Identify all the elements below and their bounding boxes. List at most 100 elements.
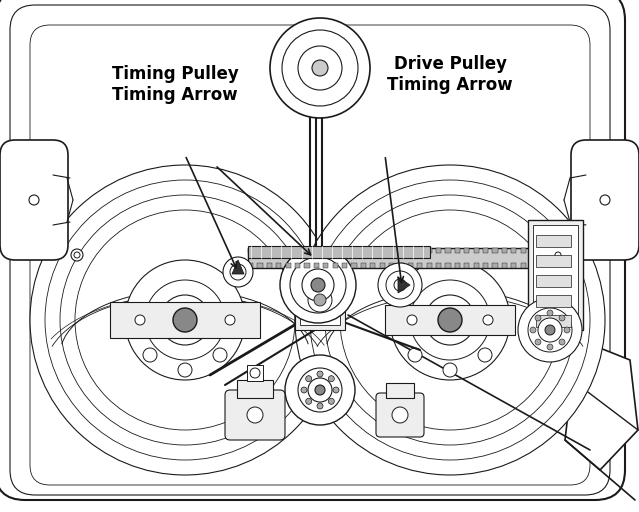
Circle shape: [295, 165, 605, 475]
Circle shape: [394, 279, 406, 291]
Bar: [483, 263, 488, 268]
Bar: [258, 263, 263, 268]
Bar: [333, 248, 338, 253]
Bar: [276, 248, 281, 253]
Bar: [386, 383, 414, 398]
Bar: [267, 248, 272, 253]
Circle shape: [71, 249, 83, 261]
Circle shape: [230, 264, 246, 280]
Bar: [248, 248, 253, 253]
Bar: [295, 248, 300, 253]
Bar: [483, 248, 488, 253]
Circle shape: [425, 295, 475, 345]
Text: Timing Pulley
Timing Arrow: Timing Pulley Timing Arrow: [112, 65, 238, 104]
Circle shape: [555, 252, 561, 258]
Bar: [536, 235, 571, 247]
Bar: [455, 248, 460, 253]
Bar: [521, 248, 526, 253]
Circle shape: [135, 315, 145, 325]
Circle shape: [311, 278, 325, 292]
Bar: [464, 263, 470, 268]
Bar: [455, 263, 460, 268]
Circle shape: [213, 348, 227, 362]
Circle shape: [45, 180, 325, 460]
Bar: [248, 246, 430, 258]
Bar: [370, 248, 375, 253]
Bar: [370, 263, 375, 268]
Bar: [536, 295, 571, 307]
Circle shape: [314, 294, 326, 306]
Bar: [502, 263, 507, 268]
Bar: [300, 275, 340, 325]
Polygon shape: [398, 277, 410, 293]
Bar: [323, 248, 328, 253]
Bar: [511, 263, 516, 268]
Circle shape: [282, 30, 358, 106]
Bar: [427, 248, 432, 253]
Bar: [351, 248, 357, 253]
Bar: [323, 263, 328, 268]
Bar: [248, 263, 253, 268]
Circle shape: [280, 247, 356, 323]
Circle shape: [390, 260, 510, 380]
Bar: [511, 248, 516, 253]
Bar: [536, 275, 571, 287]
Circle shape: [317, 371, 323, 377]
Bar: [536, 315, 571, 327]
Circle shape: [178, 363, 192, 377]
Bar: [295, 270, 345, 330]
Bar: [361, 263, 366, 268]
Circle shape: [535, 339, 541, 345]
Bar: [473, 263, 479, 268]
Bar: [276, 263, 281, 268]
Circle shape: [247, 407, 263, 423]
Circle shape: [547, 310, 553, 316]
Circle shape: [325, 195, 575, 445]
Bar: [380, 263, 385, 268]
Bar: [304, 263, 309, 268]
Bar: [389, 248, 394, 253]
Circle shape: [305, 376, 312, 381]
Bar: [295, 263, 300, 268]
Bar: [398, 248, 404, 253]
Circle shape: [410, 280, 490, 360]
Bar: [427, 263, 432, 268]
Bar: [464, 248, 470, 253]
Circle shape: [547, 344, 553, 350]
Circle shape: [438, 308, 462, 332]
Bar: [286, 248, 291, 253]
Circle shape: [333, 387, 339, 393]
Bar: [493, 263, 498, 268]
Circle shape: [302, 269, 334, 301]
Bar: [408, 248, 413, 253]
Bar: [521, 263, 526, 268]
Circle shape: [310, 180, 590, 460]
Bar: [314, 248, 319, 253]
Circle shape: [250, 368, 260, 378]
Circle shape: [125, 260, 245, 380]
Circle shape: [538, 318, 562, 342]
FancyBboxPatch shape: [0, 0, 625, 500]
Circle shape: [160, 295, 210, 345]
Circle shape: [315, 385, 325, 395]
Bar: [351, 263, 357, 268]
Circle shape: [328, 376, 334, 381]
Circle shape: [483, 315, 493, 325]
Bar: [533, 225, 578, 325]
Circle shape: [290, 257, 346, 313]
Circle shape: [340, 210, 560, 430]
Circle shape: [29, 195, 39, 205]
Bar: [342, 248, 347, 253]
Circle shape: [518, 298, 582, 362]
Circle shape: [308, 288, 332, 312]
Circle shape: [75, 210, 295, 430]
Polygon shape: [565, 340, 638, 470]
FancyBboxPatch shape: [376, 393, 424, 437]
Bar: [528, 220, 583, 330]
Circle shape: [301, 387, 307, 393]
Circle shape: [308, 378, 332, 402]
Bar: [237, 380, 273, 398]
Circle shape: [407, 315, 417, 325]
Bar: [248, 248, 530, 268]
Bar: [314, 263, 319, 268]
